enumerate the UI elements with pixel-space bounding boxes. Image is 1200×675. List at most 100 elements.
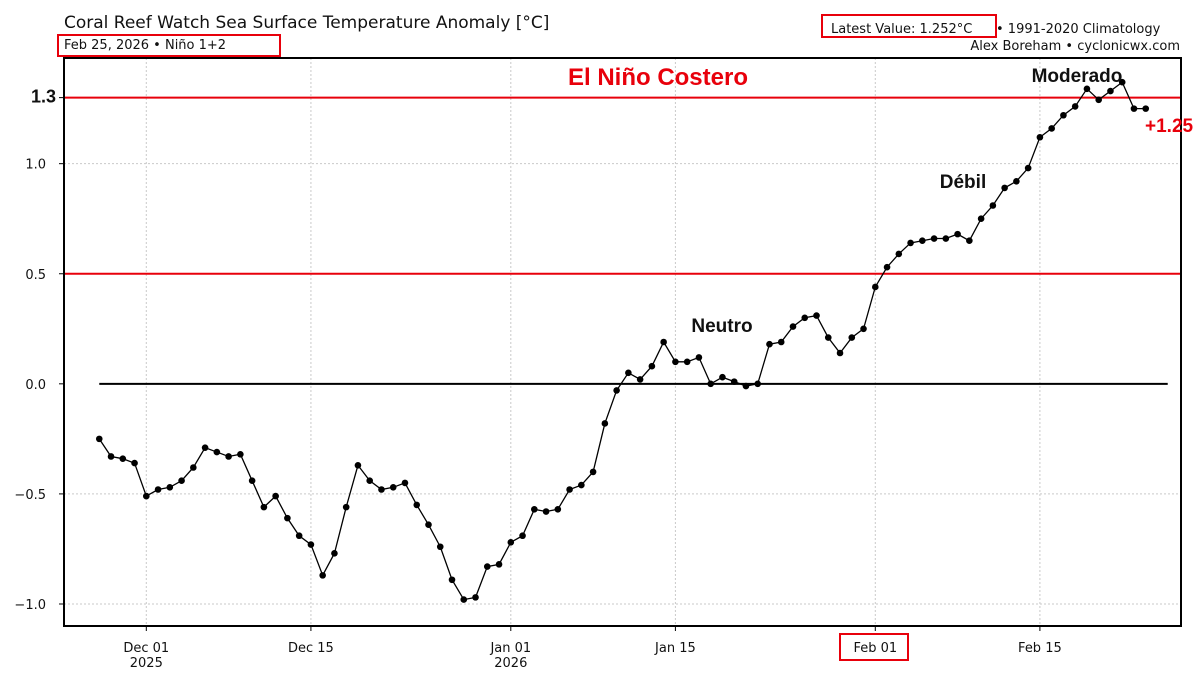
annotation-moderado: Moderado bbox=[1032, 66, 1123, 87]
threshold-lines bbox=[64, 96, 1181, 385]
data-point bbox=[378, 486, 385, 493]
data-point bbox=[448, 576, 456, 584]
data-point bbox=[907, 239, 914, 247]
y-tick-label: 0.5 bbox=[25, 268, 46, 283]
data-point bbox=[1001, 184, 1008, 192]
data-point bbox=[1071, 103, 1079, 110]
data-point bbox=[589, 468, 597, 476]
data-point bbox=[777, 338, 785, 346]
data-point bbox=[636, 376, 644, 383]
data-point bbox=[730, 378, 738, 385]
data-point bbox=[742, 382, 750, 390]
data-point bbox=[1130, 105, 1138, 112]
data-point bbox=[95, 435, 103, 443]
latest-value-highlight-box bbox=[821, 14, 997, 38]
data-point bbox=[119, 455, 127, 462]
data-point bbox=[248, 477, 256, 484]
chart-title: Coral Reef Watch Sea Surface Temperature… bbox=[64, 13, 549, 33]
grid-lines bbox=[64, 58, 1181, 626]
latest-value: Latest Value: 1.252°C bbox=[831, 22, 972, 37]
climatology-note: • 1991-2020 Climatology bbox=[996, 22, 1161, 37]
data-point bbox=[789, 323, 797, 330]
data-point bbox=[601, 420, 609, 427]
data-point bbox=[683, 358, 691, 366]
data-point bbox=[813, 312, 820, 319]
data-point bbox=[213, 448, 221, 456]
data-point bbox=[472, 594, 479, 601]
data-point bbox=[295, 532, 303, 540]
data-point bbox=[519, 532, 526, 540]
data-point bbox=[331, 550, 338, 557]
data-point bbox=[1013, 177, 1020, 185]
x-tick-label: Feb 01 bbox=[853, 641, 897, 656]
data-point bbox=[460, 596, 468, 603]
data-point bbox=[495, 561, 503, 568]
data-point bbox=[1118, 78, 1126, 86]
x-tick-label: Feb 15 bbox=[1018, 641, 1062, 656]
data-point bbox=[1095, 96, 1102, 104]
data-point bbox=[436, 543, 444, 551]
data-point bbox=[554, 506, 562, 513]
data-point bbox=[707, 380, 714, 388]
data-point bbox=[483, 563, 491, 570]
data-point bbox=[1048, 125, 1055, 132]
data-point bbox=[237, 450, 244, 458]
data-point bbox=[930, 235, 938, 242]
data-point bbox=[966, 237, 973, 245]
x-tick-label: Jan 01 bbox=[489, 641, 531, 656]
y-tick-label: −0.5 bbox=[14, 488, 46, 503]
data-point bbox=[413, 501, 421, 509]
data-point bbox=[425, 521, 432, 529]
annotation-el-nino-costero: El Niño Costero bbox=[568, 64, 748, 91]
data-point bbox=[401, 479, 409, 487]
data-point bbox=[1107, 87, 1114, 95]
data-point bbox=[801, 314, 809, 322]
y-tick-label: 1.3 bbox=[31, 87, 56, 107]
data-point bbox=[190, 464, 197, 471]
data-point bbox=[766, 340, 773, 348]
data-point bbox=[143, 492, 150, 500]
data-point bbox=[860, 325, 867, 333]
data-point bbox=[883, 263, 891, 271]
annotation-neutro: Neutro bbox=[691, 316, 752, 337]
data-point bbox=[836, 349, 844, 357]
data-point bbox=[613, 387, 620, 394]
data-point bbox=[895, 250, 903, 258]
x-tick-label: Dec 15 bbox=[288, 641, 334, 656]
data-point bbox=[1024, 164, 1032, 172]
data-point bbox=[131, 459, 138, 467]
x-tick-label: Jan 15 bbox=[654, 641, 696, 656]
data-point bbox=[754, 380, 762, 388]
data-point bbox=[848, 334, 856, 341]
data-point bbox=[695, 354, 703, 361]
data-point bbox=[284, 514, 291, 522]
data-point bbox=[272, 492, 279, 500]
data-point bbox=[954, 230, 961, 238]
data-point bbox=[260, 503, 268, 511]
data-point bbox=[166, 484, 174, 491]
data-point bbox=[672, 358, 679, 366]
data-point bbox=[648, 362, 656, 370]
data-point bbox=[307, 541, 315, 548]
credit-text: Alex Boreham • cyclonicwx.com bbox=[970, 39, 1180, 54]
y-tick-label: −1.0 bbox=[14, 598, 46, 613]
chart-subtitle: Feb 25, 2026 • Niño 1+2 bbox=[64, 38, 226, 53]
data-point bbox=[531, 506, 538, 513]
data-point bbox=[1083, 85, 1091, 93]
data-point bbox=[977, 215, 985, 223]
y-tick-label: 1.0 bbox=[25, 158, 46, 173]
data-point bbox=[824, 334, 832, 341]
data-point bbox=[107, 453, 115, 460]
data-point bbox=[542, 508, 550, 515]
data-point bbox=[871, 283, 879, 291]
data-point bbox=[625, 369, 632, 377]
data-point bbox=[1036, 133, 1044, 141]
data-point bbox=[566, 486, 573, 493]
plot-frame bbox=[63, 57, 1182, 627]
data-point bbox=[507, 539, 515, 546]
series-path bbox=[98, 81, 1146, 601]
data-point bbox=[1060, 111, 1067, 119]
last-value-label: +1.25 bbox=[1145, 116, 1194, 137]
data-point bbox=[225, 453, 232, 460]
